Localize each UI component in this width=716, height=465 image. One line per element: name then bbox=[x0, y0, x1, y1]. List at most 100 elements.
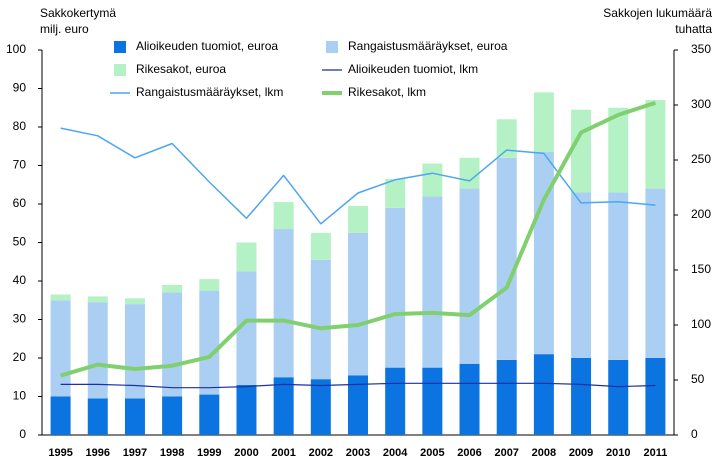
legend-label: Rangaistusmääräykset, euroa bbox=[348, 39, 508, 53]
y-tick-label: 90 bbox=[13, 81, 27, 95]
bar-segment bbox=[124, 298, 145, 305]
bar-segment bbox=[87, 296, 108, 303]
bar-segment bbox=[199, 394, 220, 435]
legend-swatch bbox=[114, 41, 126, 53]
bar-segment bbox=[199, 290, 220, 395]
y2-tick-label: 0 bbox=[691, 427, 698, 441]
bar-segment bbox=[273, 202, 294, 230]
bar-segment bbox=[459, 188, 480, 364]
x-tick-label: 1998 bbox=[160, 447, 184, 459]
bar-segment bbox=[87, 398, 108, 435]
bar-segment bbox=[459, 157, 480, 189]
bar-segment bbox=[533, 152, 554, 355]
bar-segment bbox=[236, 271, 257, 385]
y-tick-label: 60 bbox=[13, 196, 27, 210]
y2-tick-label: 150 bbox=[691, 262, 711, 276]
bar-segment bbox=[608, 359, 629, 435]
y-tick-label: 30 bbox=[13, 312, 27, 326]
bar-segment bbox=[496, 157, 517, 360]
bar-segment bbox=[162, 396, 183, 435]
y2-tick-label: 50 bbox=[691, 372, 705, 386]
line bbox=[60, 127, 656, 225]
y2-tick-label: 200 bbox=[691, 207, 711, 221]
y-tick-label: 40 bbox=[13, 273, 27, 287]
x-tick-label: 2001 bbox=[271, 447, 295, 459]
bar-segment bbox=[385, 367, 406, 435]
bar-segment bbox=[162, 284, 183, 293]
line bbox=[60, 100, 657, 378]
bar-segment bbox=[533, 92, 554, 153]
bar-segment bbox=[645, 188, 666, 358]
x-tick-label: 2007 bbox=[494, 447, 518, 459]
x-tick-label: 2002 bbox=[309, 447, 333, 459]
bar-segment bbox=[162, 292, 183, 397]
bar-segment bbox=[50, 294, 71, 301]
y-tick-label: 20 bbox=[13, 350, 27, 364]
legend-label: Rikesakot, lkm bbox=[348, 85, 426, 99]
x-tick-label: 2003 bbox=[346, 447, 370, 459]
bar-segment bbox=[422, 367, 443, 435]
bar-segment bbox=[124, 304, 145, 399]
legend-label: Alioikeuden tuomiot, euroa bbox=[136, 39, 278, 53]
bar-segment bbox=[50, 396, 71, 435]
x-tick-label: 2009 bbox=[569, 447, 593, 459]
x-tick-label: 2010 bbox=[606, 447, 630, 459]
legend-swatch bbox=[114, 64, 126, 76]
x-tick-label: 2004 bbox=[383, 447, 408, 459]
bar-segment bbox=[348, 232, 368, 376]
bar-segment bbox=[348, 205, 368, 233]
line bbox=[60, 382, 656, 389]
y2-tick-label: 300 bbox=[691, 97, 711, 111]
bar-segment bbox=[459, 363, 480, 435]
bar-segment bbox=[422, 196, 443, 368]
y-tick-label: 80 bbox=[13, 119, 27, 133]
y-axis-label: Sakkokertymä bbox=[40, 6, 116, 20]
bar-segment bbox=[310, 379, 331, 435]
y-axis-label: milj. euro bbox=[40, 22, 89, 36]
x-tick-label: 1995 bbox=[48, 447, 72, 459]
bar-segment bbox=[50, 300, 71, 397]
y2-axis-label: Sakkojen lukumäärä bbox=[603, 6, 712, 20]
bar-segment bbox=[496, 119, 517, 158]
x-tick-label: 2000 bbox=[234, 447, 258, 459]
bar-segment bbox=[310, 232, 331, 260]
y-tick-label: 70 bbox=[13, 158, 27, 172]
x-tick-label: 2011 bbox=[643, 447, 667, 459]
y2-tick-label: 250 bbox=[691, 152, 711, 166]
bar-segment bbox=[533, 354, 554, 435]
x-tick-label: 1999 bbox=[197, 447, 221, 459]
y-tick-label: 10 bbox=[13, 389, 27, 403]
x-tick-label: 2008 bbox=[532, 447, 556, 459]
legend-label: Alioikeuden tuomiot, lkm bbox=[348, 62, 478, 76]
bar-segment bbox=[385, 207, 406, 368]
bar-segment bbox=[571, 109, 592, 193]
y-tick-label: 50 bbox=[13, 235, 27, 249]
bar-segment bbox=[310, 259, 331, 380]
x-tick-label: 1996 bbox=[86, 447, 110, 459]
y2-axis-label: tuhatta bbox=[675, 22, 712, 36]
bar-segment bbox=[645, 100, 666, 189]
legend-label: Rikesakot, euroa bbox=[136, 62, 226, 76]
y-tick-label: 100 bbox=[6, 42, 26, 56]
y2-tick-label: 100 bbox=[691, 317, 711, 331]
x-tick-label: 2006 bbox=[457, 447, 481, 459]
bar-segment bbox=[571, 358, 592, 435]
legend-swatch bbox=[326, 41, 338, 53]
bar-segment bbox=[571, 192, 592, 358]
bar-segment bbox=[199, 279, 220, 291]
bar-segment bbox=[273, 377, 294, 435]
bar-segment bbox=[236, 384, 257, 435]
y-tick-label: 0 bbox=[19, 427, 26, 441]
bar-segment bbox=[422, 163, 443, 197]
bar-segment bbox=[608, 107, 629, 193]
bar-segment bbox=[273, 229, 294, 378]
bar-segment bbox=[645, 358, 666, 435]
x-tick-label: 1997 bbox=[123, 447, 147, 459]
x-tick-label: 2005 bbox=[420, 447, 444, 459]
y2-tick-label: 350 bbox=[691, 42, 711, 56]
bar-segment bbox=[124, 398, 145, 435]
bar-segment bbox=[608, 192, 629, 360]
legend-label: Rangaistusmääräykset, lkm bbox=[136, 85, 283, 99]
bar-segment bbox=[87, 302, 108, 399]
